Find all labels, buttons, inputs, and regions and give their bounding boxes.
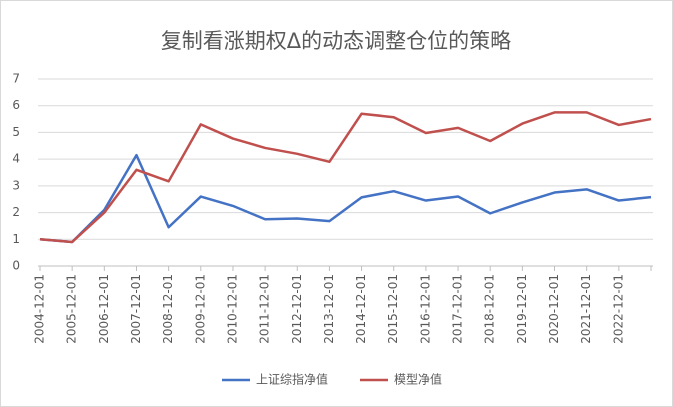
legend-label: 上证综指净值 [256, 372, 328, 387]
x-tick-label: 2017-12-01 [451, 274, 465, 344]
x-tick-label: 2019-12-01 [515, 274, 529, 344]
x-tick-label: 2009-12-01 [193, 274, 207, 344]
y-tick-label: 3 [12, 178, 20, 192]
x-tick-label: 2012-12-01 [290, 274, 304, 344]
x-tick-label: 2011-12-01 [258, 274, 272, 344]
line-series [39, 153, 652, 244]
x-tick-label: 2013-12-01 [322, 274, 336, 344]
x-tick-label: 2020-12-01 [547, 274, 561, 344]
y-tick-label: 6 [12, 98, 20, 112]
y-tick-label: 0 [12, 259, 20, 273]
x-tick-label: 2021-12-01 [579, 274, 593, 344]
chart-title: 复制看涨期权Δ的动态调整仓位的策略 [161, 29, 511, 53]
x-tick-label: 2014-12-01 [354, 274, 368, 344]
x-tick-label: 2015-12-01 [386, 274, 400, 344]
x-tick-label: 2007-12-01 [129, 274, 143, 344]
x-tick-label: 2022-12-01 [611, 274, 625, 344]
y-tick-label: 5 [12, 125, 20, 139]
x-tick-label: 2016-12-01 [418, 274, 432, 344]
y-tick-label: 2 [12, 205, 20, 219]
x-tick-label: 2010-12-01 [225, 274, 239, 344]
legend-label: 模型净值 [394, 372, 442, 387]
y-tick-label: 7 [12, 72, 20, 86]
y-tick-label: 1 [12, 232, 20, 246]
x-tick-label: 2008-12-01 [161, 274, 175, 344]
x-tick-label: 2006-12-01 [97, 274, 111, 344]
x-tick-label: 2005-12-01 [65, 274, 79, 344]
y-tick-label: 4 [12, 152, 20, 166]
line-series [39, 111, 652, 244]
x-tick-label: 2018-12-01 [483, 274, 497, 344]
x-tick-label: 2004-12-01 [33, 274, 47, 344]
